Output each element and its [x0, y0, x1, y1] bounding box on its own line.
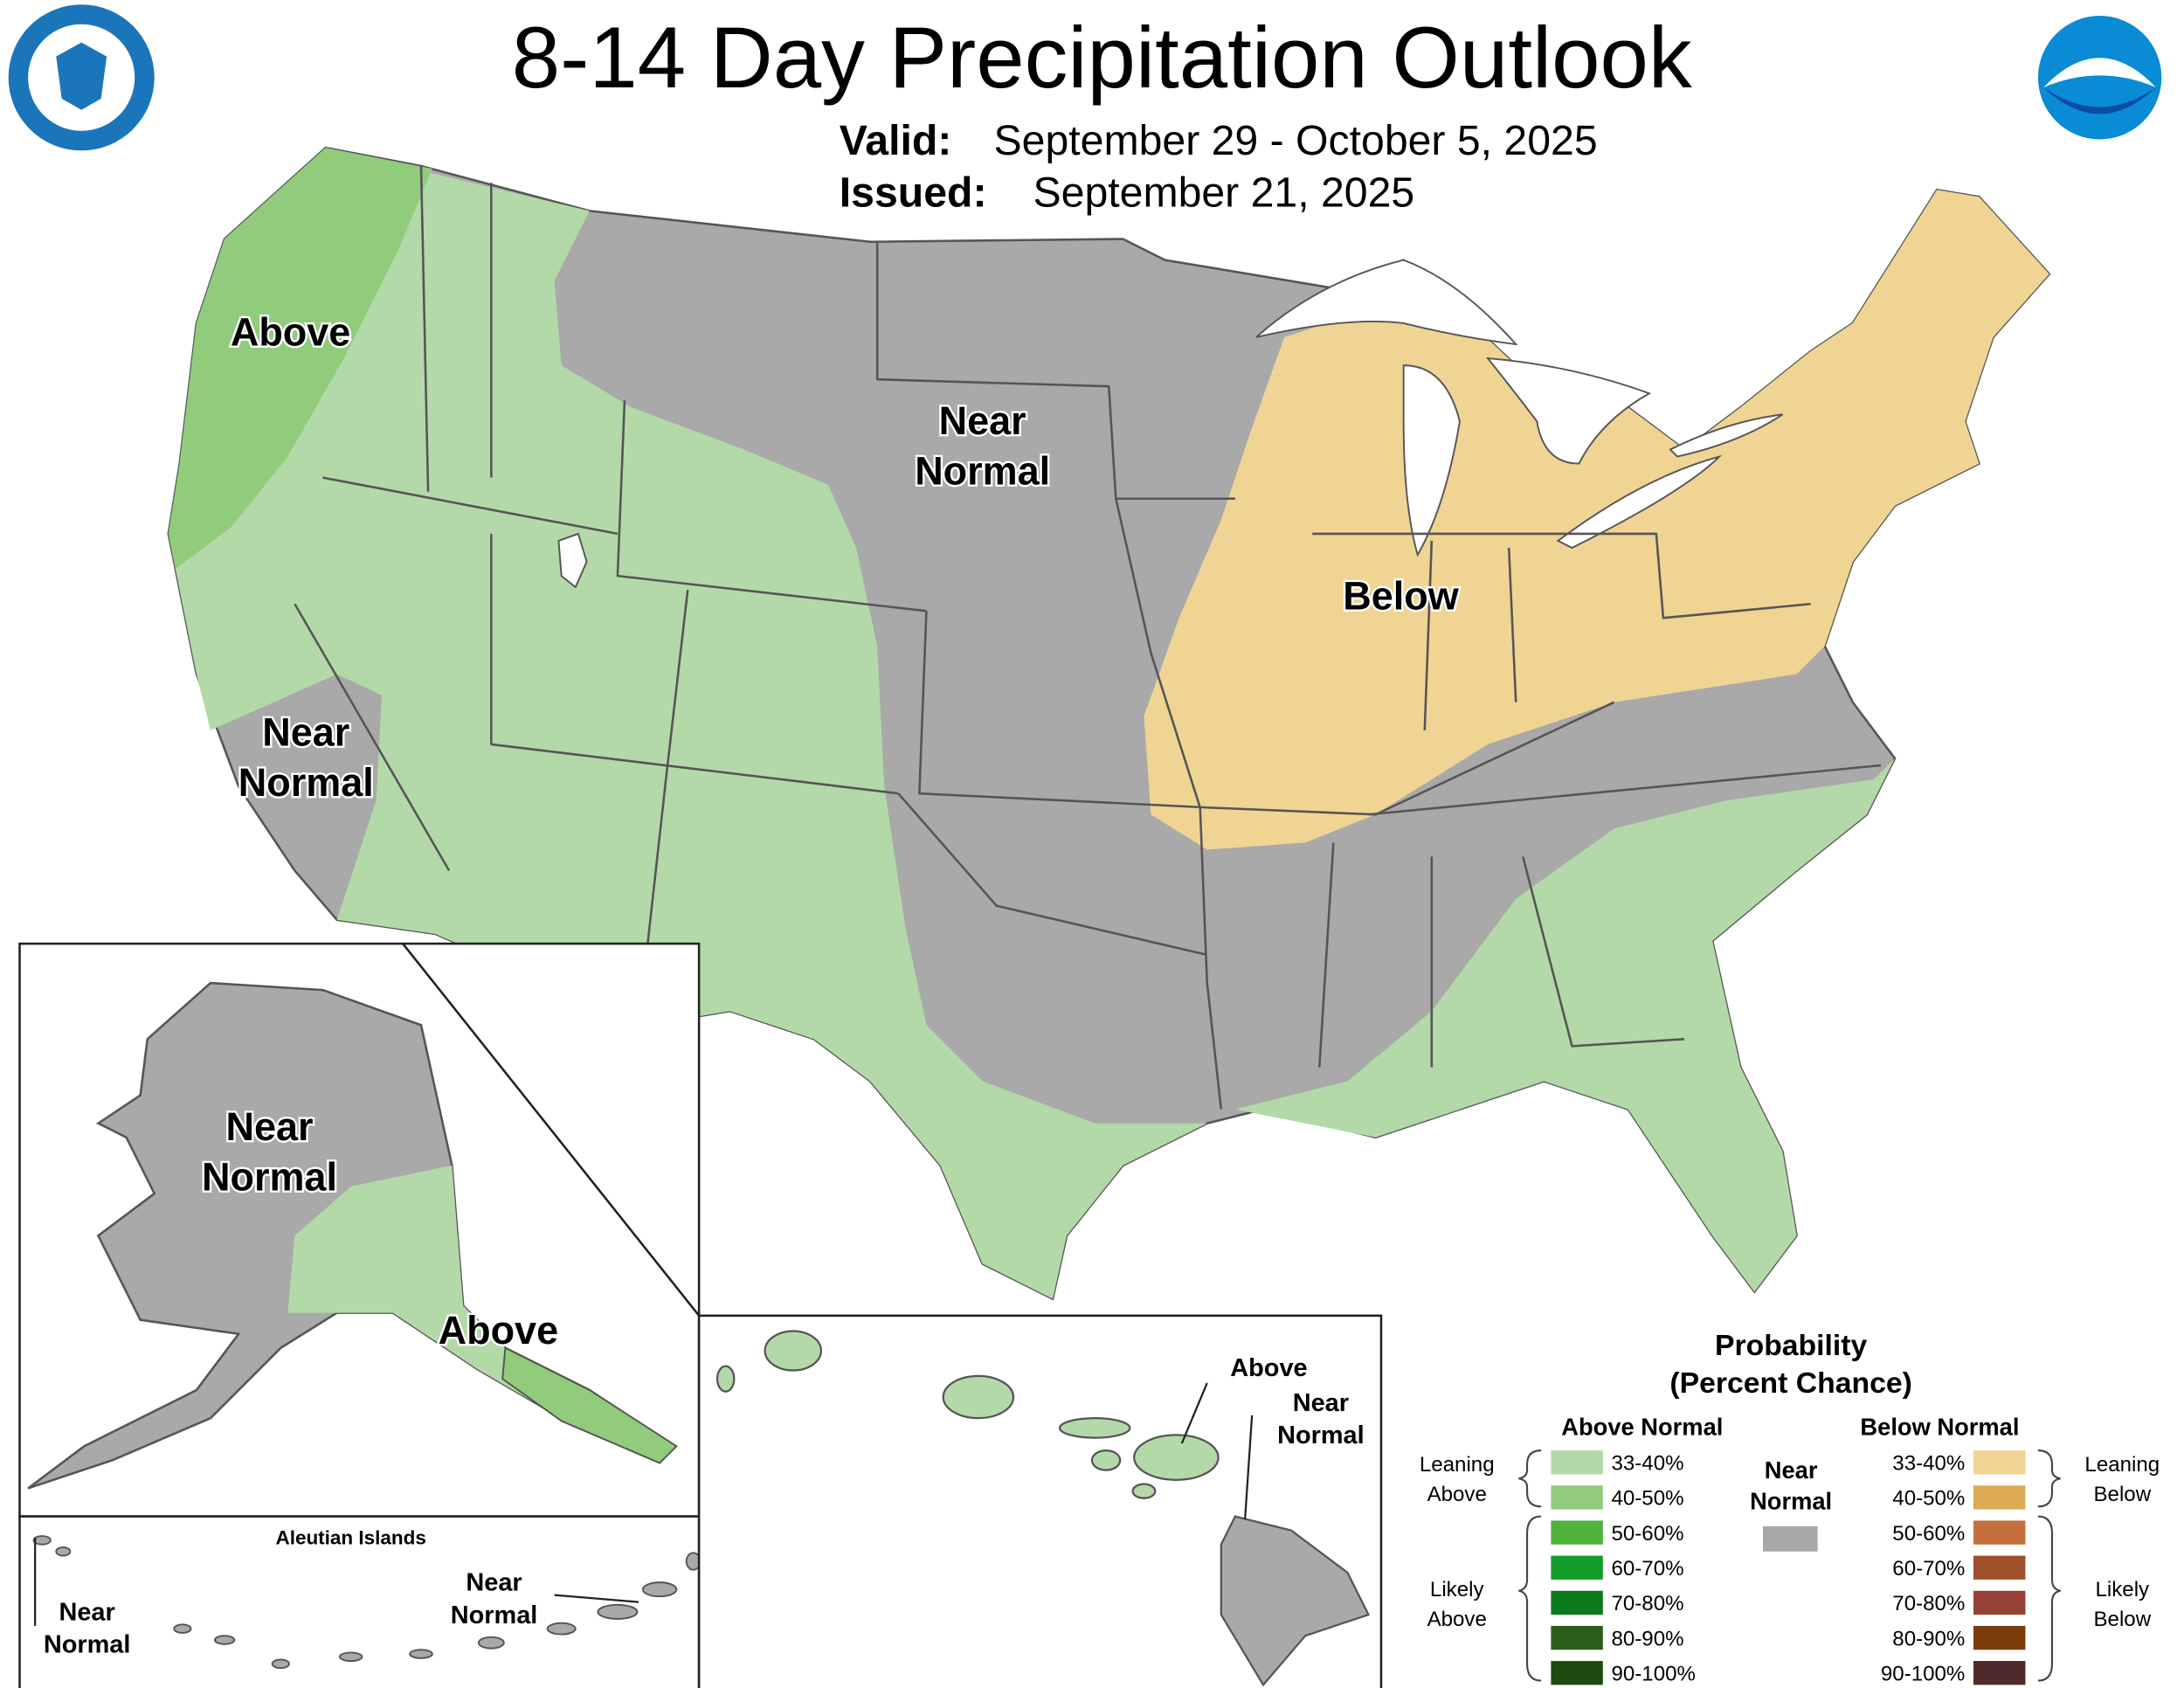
map-label: Near: [262, 710, 349, 755]
map-label: Above: [439, 1308, 558, 1352]
legend-label: 80-90%: [1611, 1627, 1683, 1650]
lake-huron: [1485, 356, 1652, 465]
lake-erie: [1556, 454, 1723, 550]
legend-swatch: [1973, 1661, 2026, 1685]
legend-swatch: [1973, 1625, 2026, 1650]
big-island: [1220, 1515, 1371, 1687]
commerce-seal: [8, 4, 155, 151]
legend-group: Leaning: [1420, 1453, 1495, 1477]
legend-swatch: [1551, 1625, 1603, 1650]
legend-swatch: [1973, 1590, 2026, 1615]
legend-swatch: [1973, 1520, 2026, 1545]
map-label: Normal: [202, 1155, 337, 1200]
alaska-above-panhandle: [501, 1346, 678, 1464]
valid-label: Valid:: [840, 117, 952, 164]
legend-group: Below: [2093, 1608, 2151, 1631]
title: 8-14 Day Precipitation Outlook: [512, 10, 1692, 107]
lake-michigan: [1402, 364, 1461, 557]
hawaii-leaders: [1180, 1382, 1254, 1519]
legend-label: 33-40%: [1611, 1452, 1683, 1476]
legend-near: Near: [1765, 1456, 1818, 1484]
legend-near: Normal: [1750, 1488, 1832, 1515]
legend-label: 33-40%: [1892, 1452, 1965, 1476]
legend-group: Above: [1427, 1608, 1487, 1631]
legend-swatch: [1551, 1485, 1603, 1510]
kauai: [764, 1330, 823, 1372]
legend-braces: [1518, 1449, 2061, 1682]
map-label: Normal: [451, 1602, 538, 1629]
issued-date: September 21, 2025: [1033, 169, 1415, 217]
kahoolawe: [1131, 1483, 1157, 1499]
valid-date: September 29 - October 5, 2025: [994, 117, 1598, 164]
legend-group: Above: [1427, 1483, 1487, 1506]
hawaii-islands: [715, 1330, 1371, 1687]
leaning-above-southeast: [1234, 758, 1896, 1292]
aleutian-islands: [32, 1535, 702, 1670]
legend-label: 60-70%: [1892, 1557, 1965, 1581]
legend-swatch: [1551, 1520, 1603, 1545]
inset-pointer: [402, 943, 701, 1317]
aleutian-leaders: [34, 1537, 639, 1626]
great-salt-lake: [557, 532, 588, 589]
map-label: Near: [939, 398, 1026, 443]
legend-label: 40-50%: [1611, 1487, 1683, 1511]
state-lines: [294, 165, 1882, 1110]
legend-title: Probability: [1715, 1329, 1868, 1362]
lanai: [1090, 1449, 1122, 1471]
legend-title: (Percent Chance): [1669, 1366, 1911, 1400]
lake-superior: [1255, 259, 1518, 346]
legend-label: 70-80%: [1611, 1592, 1683, 1615]
oahu: [942, 1374, 1015, 1420]
legend-swatch: [1551, 1661, 1603, 1685]
niihau: [715, 1365, 736, 1393]
legend-label: 40-50%: [1892, 1487, 1965, 1511]
lake-ontario: [1669, 413, 1784, 458]
map-label: Above: [231, 310, 350, 355]
map-label: Normal: [1277, 1422, 1365, 1449]
legend-label: 60-70%: [1611, 1557, 1683, 1581]
noaa-logo: [2037, 16, 2162, 140]
legend-label: 90-100%: [1881, 1663, 1965, 1686]
issued-label: Issued:: [840, 169, 987, 217]
legend-swatch: [1762, 1525, 1818, 1552]
legend-swatch: [1973, 1485, 2026, 1510]
dynamic-layer: 8-14 Day Precipitation Outlook Valid: Sept…: [44, 10, 2160, 1686]
map-label: Normal: [915, 448, 1050, 493]
map-label: Normal: [238, 760, 374, 805]
map-label: Near: [225, 1104, 313, 1149]
map-label: Near: [59, 1598, 114, 1626]
molokai: [1058, 1417, 1131, 1439]
legend-swatch: [1973, 1450, 2026, 1475]
legend-group: Below: [2093, 1483, 2151, 1506]
legend-swatch: [1973, 1555, 2026, 1580]
legend-swatch: [1551, 1450, 1603, 1475]
leaning-above-west: [168, 148, 1207, 1299]
legend-swatch: [1551, 1590, 1603, 1615]
legend-group: Likely: [1430, 1578, 1484, 1602]
map-label: Near: [1293, 1389, 1349, 1417]
legend-label: 50-60%: [1892, 1522, 1965, 1546]
legend-label: 90-100%: [1611, 1663, 1695, 1686]
maui: [1133, 1434, 1220, 1481]
aleutian-title: Aleutian Islands: [275, 1527, 425, 1549]
legend-label: 70-80%: [1892, 1592, 1965, 1615]
legend-group: Likely: [2096, 1578, 2150, 1602]
legend-label: 80-90%: [1892, 1627, 1965, 1650]
map-label: Near: [466, 1569, 522, 1597]
legend-header: Below Normal: [1860, 1413, 2019, 1440]
map-label: Below: [1343, 574, 1459, 619]
map-label: Above: [1230, 1354, 1307, 1382]
legend-group: Leaning: [2084, 1453, 2160, 1477]
legend-swatch: [1551, 1555, 1603, 1580]
legend-header: Above Normal: [1561, 1413, 1723, 1440]
map-label: Normal: [44, 1631, 131, 1659]
above-coast: [168, 148, 432, 570]
legend-label: 50-60%: [1611, 1522, 1683, 1546]
